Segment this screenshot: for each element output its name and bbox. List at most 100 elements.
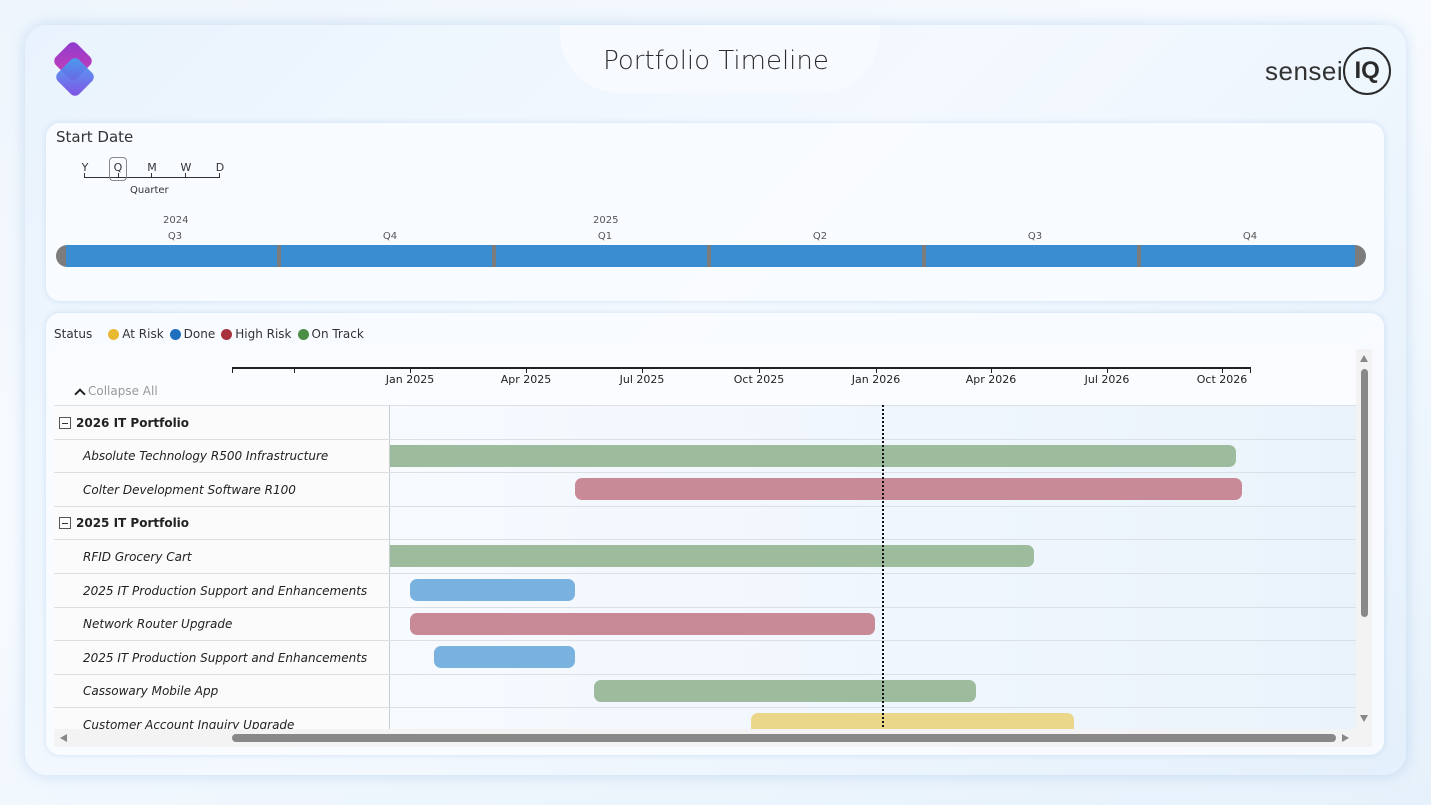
row-label-text: 2025 IT Production Support and Enhanceme… [83,583,368,598]
axis-label: Apr 2026 [965,373,1017,386]
horizontal-scroll-thumb[interactable] [232,734,1336,742]
task-row[interactable]: 2025 IT Production Support and Enhanceme… [54,640,1356,675]
collapse-all-button[interactable]: Collapse All [74,384,158,400]
task-row[interactable]: Cassowary Mobile App [54,673,1356,708]
scroll-left-icon[interactable] [60,734,67,742]
legend-item-high-risk[interactable]: High Risk [221,327,292,341]
page-title: Portfolio Timeline [603,46,829,76]
axis-tick [294,367,295,373]
timeline-segment-q1-2025[interactable] [496,245,707,267]
row-label-text: Absolute Technology R500 Infrastructure [83,449,329,464]
granularity-tick [118,173,119,178]
group-row[interactable]: 2026 IT Portfolio [54,405,1356,439]
task-label: Colter Development Software R100 [54,473,390,507]
legend-label: At Risk [122,327,164,341]
axis-tick [232,367,233,373]
axis-label: Jan 2025 [385,373,435,386]
horizontal-scrollbar[interactable] [54,729,1356,747]
vertical-scroll-thumb[interactable] [1361,369,1368,617]
timeline-segment-q4-2024[interactable] [281,245,492,267]
gantt-bar[interactable] [390,444,1237,467]
scroll-right-icon[interactable] [1342,734,1349,742]
legend-dot [297,328,309,340]
axis-label: Oct 2025 [733,373,785,386]
granularity-year[interactable]: Y [81,161,89,174]
status-legend: Status At Risk Done High Risk On Track [54,327,370,341]
axis-label: Oct 2026 [1196,373,1248,386]
axis-label: Jul 2025 [619,373,665,386]
vertical-scrollbar[interactable] [1356,349,1372,747]
task-row[interactable]: Absolute Technology R500 Infrastructure [54,438,1356,473]
task-row[interactable]: Customer Account Inquiry Upgrade [54,707,1356,742]
group-label: 2025 IT Portfolio [54,506,390,540]
granularity-tick [151,173,152,178]
task-row[interactable]: Colter Development Software R100 [54,472,1356,507]
granularity-tick [185,173,186,178]
granularity-line [84,177,220,178]
gantt-bar[interactable] [593,679,976,702]
row-label-text: Colter Development Software R100 [83,482,296,497]
row-label-text: 2025 IT Production Support and Enhanceme… [83,650,368,665]
legend-item-on-track[interactable]: On Track [297,327,364,341]
scroll-down-icon[interactable] [1360,715,1368,722]
group-row[interactable]: 2025 IT Portfolio [54,505,1356,540]
axis-label: Jul 2026 [1084,373,1130,386]
granularity-selected-label: Quarter [130,185,169,196]
timeline-segment-q3-2025[interactable] [926,245,1137,267]
axis-tick [1250,367,1251,373]
today-marker [882,405,884,747]
legend-label: High Risk [235,327,292,341]
timeline-quarter-label: Q4 [1242,231,1258,242]
timeline-quarter-label: Q3 [1027,231,1043,242]
timeline-quarter-label: Q3 [167,231,183,242]
axis-tick [991,367,992,373]
gantt-panel: Status At Risk Done High Risk On Track J… [46,313,1384,755]
legend-dot [108,328,120,340]
legend-dot [221,328,233,340]
granularity-day[interactable]: D [215,161,225,174]
timeline-segment-q2-2025[interactable] [711,245,922,267]
scroll-up-icon[interactable] [1360,355,1368,362]
legend-title: Status [54,327,93,341]
gantt-bar[interactable] [574,478,1243,501]
legend-item-done[interactable]: Done [169,327,216,341]
row-label-text: Cassowary Mobile App [83,684,219,699]
timeline-segment-q3-2024[interactable] [66,245,277,267]
legend-label: Done [183,327,216,341]
gantt-chart: Jan 2025 Apr 2025 Jul 2025 Oct 2025 Jan 2026… [54,349,1372,747]
row-label-text: RFID Grocery Cart [83,549,192,564]
collapse-toggle-icon[interactable] [59,416,71,429]
granularity-tick [219,173,220,178]
task-row[interactable]: Network Router Upgrade [54,606,1356,641]
timeline-quarter-label: Q2 [812,231,828,242]
legend-item-at-risk[interactable]: At Risk [108,327,164,341]
granularity-week[interactable]: W [180,161,192,174]
granularity-month[interactable]: M [147,161,157,174]
axis-tick [642,367,643,373]
gantt-bar[interactable] [390,545,1035,568]
granularity-selector: Y Q M W D Quarter [82,157,224,201]
row-label-text: Network Router Upgrade [83,617,233,632]
gantt-bar[interactable] [410,612,875,635]
task-row[interactable]: RFID Grocery Cart [54,539,1356,574]
granularity-quarter[interactable]: Q [113,161,123,174]
chevron-up-icon [74,387,86,400]
gantt-bar[interactable] [434,646,575,669]
group-label: 2026 IT Portfolio [54,406,390,439]
task-row[interactable]: 2025 IT Production Support and Enhanceme… [54,573,1356,607]
axis-tick [1222,367,1223,373]
task-label: Absolute Technology R500 Infrastructure [54,439,390,473]
collapse-toggle-icon[interactable] [59,517,71,530]
slicer-title: Start Date [56,128,134,146]
row-label-text: 2025 IT Portfolio [76,516,190,531]
axis-tick [876,367,877,373]
timeline-segment-q4-2025[interactable] [1141,245,1355,267]
brand-logo: sensei IQ [1265,46,1392,96]
timeline-track[interactable] [56,245,1366,267]
granularity-tick [84,173,85,178]
time-axis [232,367,1250,369]
app-logo-icon [54,42,94,96]
axis-label: Jan 2026 [851,373,901,386]
title-tab [560,25,880,93]
gantt-bar[interactable] [410,579,575,601]
